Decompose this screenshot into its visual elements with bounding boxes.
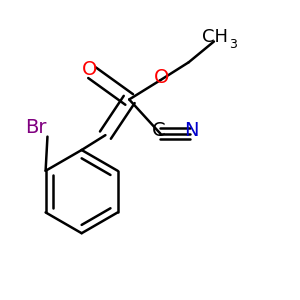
Text: O: O: [154, 68, 170, 87]
Text: CH: CH: [202, 28, 228, 46]
Text: 3: 3: [229, 38, 237, 51]
Text: N: N: [184, 121, 199, 140]
Text: C: C: [152, 121, 166, 140]
Text: Br: Br: [25, 118, 46, 137]
Text: O: O: [81, 60, 97, 79]
